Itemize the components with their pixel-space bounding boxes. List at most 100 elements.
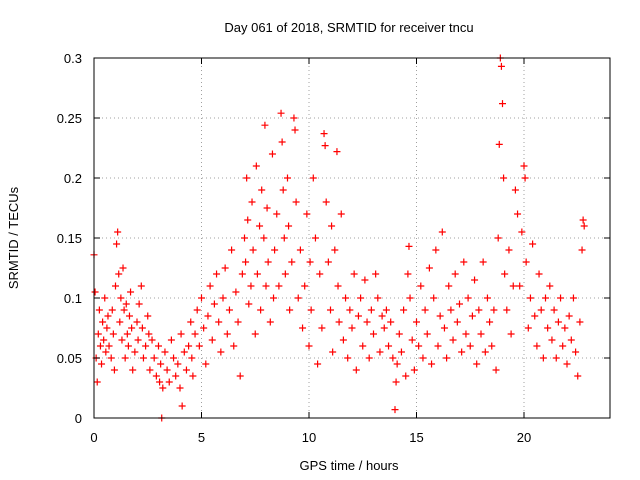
x-tick-label: 0 — [90, 430, 97, 445]
data-point — [98, 360, 106, 368]
data-point — [387, 318, 395, 326]
y-axis-label: SRMTID / TECUs — [6, 186, 21, 289]
data-point — [531, 312, 539, 320]
data-point — [505, 246, 513, 254]
data-point — [146, 366, 154, 374]
x-tick-label: 5 — [198, 430, 205, 445]
data-point — [471, 276, 479, 284]
data-point — [128, 324, 136, 332]
data-point — [110, 366, 118, 374]
data-point — [363, 318, 371, 326]
data-point — [244, 216, 252, 224]
data-point — [578, 246, 586, 254]
data-point — [539, 354, 547, 362]
data-point — [574, 372, 582, 380]
data-point — [152, 372, 160, 380]
data-point — [285, 222, 293, 230]
data-point — [499, 100, 506, 108]
data-point — [275, 282, 283, 290]
data-point — [107, 354, 115, 362]
data-point — [178, 402, 186, 410]
data-point — [548, 336, 556, 344]
data-point — [242, 258, 250, 266]
data-point — [380, 324, 388, 332]
data-point — [232, 288, 240, 296]
data-point — [378, 312, 386, 320]
data-point — [501, 270, 509, 278]
data-point — [257, 306, 265, 314]
data-point — [119, 264, 127, 272]
data-point — [307, 306, 315, 314]
data-point — [139, 354, 147, 362]
data-point — [134, 336, 142, 344]
data-point — [559, 342, 567, 350]
data-point — [449, 336, 457, 344]
data-point — [167, 336, 175, 344]
data-point — [507, 330, 515, 338]
data-point — [185, 342, 193, 350]
data-point — [464, 294, 472, 302]
data-point — [103, 324, 111, 332]
data-point — [180, 348, 188, 356]
data-point — [202, 360, 210, 368]
data-point — [142, 342, 150, 350]
data-point — [286, 306, 294, 314]
data-point — [475, 306, 483, 314]
data-point — [213, 270, 221, 278]
data-point — [322, 198, 330, 206]
data-point — [247, 282, 255, 290]
data-point — [99, 318, 107, 326]
x-axis-label: GPS time / hours — [300, 458, 399, 473]
data-point — [261, 121, 269, 129]
data-point — [382, 306, 390, 314]
data-point — [430, 294, 438, 302]
data-point — [402, 372, 410, 380]
data-point — [288, 258, 296, 266]
data-point — [569, 294, 577, 302]
data-point — [120, 306, 128, 314]
data-point — [172, 372, 180, 380]
data-point — [329, 348, 337, 356]
data-point — [268, 150, 276, 158]
data-point — [544, 324, 552, 332]
data-point — [567, 336, 575, 344]
data-point — [327, 306, 334, 314]
data-point — [116, 318, 124, 326]
data-point — [117, 294, 125, 302]
data-point — [357, 294, 365, 302]
axis-ticks — [93, 57, 610, 419]
data-point — [101, 294, 109, 302]
data-point — [526, 294, 534, 302]
data-point — [290, 114, 298, 122]
data-point — [494, 234, 502, 242]
data-point — [176, 384, 184, 392]
data-point — [436, 312, 444, 320]
data-point — [385, 342, 393, 350]
data-point — [113, 240, 121, 248]
data-point — [440, 324, 448, 332]
data-point — [542, 294, 549, 302]
data-point — [314, 360, 322, 368]
data-point — [311, 234, 319, 242]
data-point — [256, 222, 264, 230]
data-point — [477, 330, 485, 338]
y-tick-labels: 0 0.05 0.1 0.15 0.2 0.25 0.3 — [57, 51, 82, 426]
chart-title: Day 061 of 2018, SRMTID for receiver tnc… — [224, 20, 473, 35]
data-point — [511, 186, 519, 194]
data-point — [182, 366, 190, 374]
data-point — [210, 300, 218, 308]
data-point — [221, 264, 229, 272]
data-point — [159, 384, 167, 392]
data-point — [91, 288, 99, 296]
data-point — [133, 318, 141, 326]
data-point — [410, 366, 418, 374]
data-point — [344, 354, 352, 362]
data-point — [165, 378, 173, 386]
data-point — [114, 228, 122, 236]
data-point — [367, 306, 375, 314]
data-point — [557, 294, 565, 302]
data-point — [404, 270, 412, 278]
data-point — [365, 354, 373, 362]
data-point — [518, 228, 526, 236]
data-point — [579, 216, 587, 224]
